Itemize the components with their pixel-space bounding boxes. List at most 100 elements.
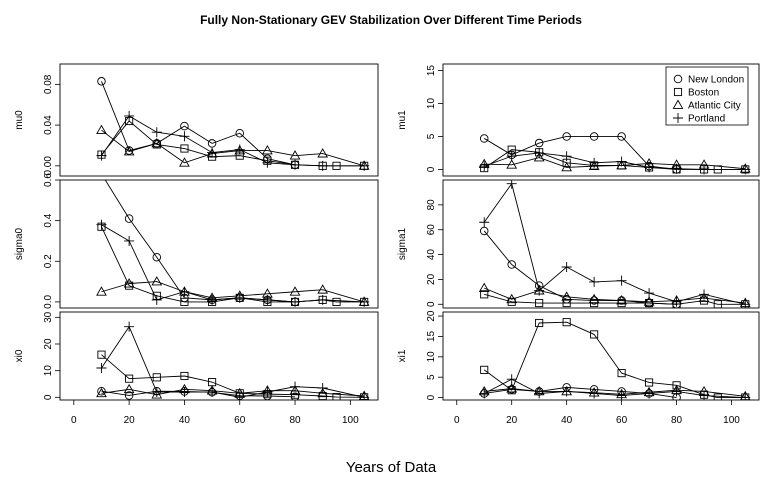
y-tick-label: 0 <box>426 301 437 307</box>
series-line-boston <box>101 120 365 167</box>
data-point-portland <box>262 157 273 168</box>
x-tick-label: 80 <box>671 415 683 426</box>
data-point-portland <box>96 150 107 161</box>
series-line-atlantic-city <box>101 129 365 167</box>
data-point-new-london <box>207 139 217 148</box>
data-point-portland <box>317 383 328 393</box>
data-point-new-london <box>98 170 106 178</box>
data-point-atlantic-city <box>643 296 655 306</box>
data-point-portland <box>290 381 301 392</box>
data-point-portland <box>234 144 245 155</box>
data-point-boston <box>562 318 571 327</box>
y-tick-label: 20 <box>426 273 437 285</box>
y-tick-label: 0 <box>426 166 437 172</box>
data-point-new-london <box>534 138 544 148</box>
data-point-portland <box>479 161 490 172</box>
series-line-portland <box>484 152 746 170</box>
data-point-atlantic-city <box>262 145 273 155</box>
data-point-portland <box>359 160 370 171</box>
data-point-portland <box>506 180 517 189</box>
y-tick-label: 40 <box>426 249 437 261</box>
series-group <box>96 321 370 400</box>
data-point-portland <box>506 151 517 162</box>
data-point-boston <box>713 300 722 308</box>
series-line-new-london <box>483 136 677 170</box>
x-tick-label: 20 <box>124 415 136 426</box>
y-tick-label: 10 <box>426 98 437 110</box>
y-tick-label: 0 <box>43 394 54 400</box>
data-point-boston <box>332 393 341 400</box>
data-point-new-london <box>235 128 244 138</box>
data-point-portland <box>479 217 490 228</box>
series-group <box>478 132 751 175</box>
data-point-new-london <box>97 77 106 86</box>
data-point-atlantic-city <box>561 161 573 172</box>
data-point-portland <box>207 147 218 158</box>
data-point-portland <box>616 275 627 286</box>
series-line-new-london <box>104 180 296 303</box>
data-point-new-london <box>589 132 599 141</box>
data-point-boston <box>152 373 161 382</box>
legend-symbol-new-london <box>673 74 683 84</box>
data-point-portland <box>317 294 328 305</box>
plot-frame <box>442 179 760 309</box>
plot-frame <box>59 179 379 309</box>
legend-label-portland: Portland <box>688 114 725 125</box>
x-tick-label: 0 <box>71 415 77 426</box>
data-point-portland <box>151 127 162 138</box>
series-line-boston <box>483 321 746 399</box>
x-tick-label: 100 <box>723 415 740 426</box>
data-point-atlantic-city <box>96 124 107 135</box>
y-tick-label: 0.4 <box>43 213 54 227</box>
series-group <box>478 180 751 308</box>
y-axis-label: mu1 <box>397 110 408 130</box>
series-group <box>96 77 370 171</box>
data-point-atlantic-city <box>533 152 545 162</box>
data-point-boston <box>180 297 189 306</box>
data-point-boston <box>617 369 626 378</box>
data-point-new-london <box>152 252 162 262</box>
data-point-atlantic-city <box>123 146 135 156</box>
legend-symbol-boston <box>673 87 683 97</box>
data-point-portland <box>262 387 273 397</box>
legend-label-boston: Boston <box>688 88 719 99</box>
series-line-atlantic-city <box>101 281 365 303</box>
panel-sigma0: 0.0 0.2 0.4 0.6 sigma0 <box>14 170 379 309</box>
chart-title: Fully Non-Stationary GEV Stabilization O… <box>200 13 582 27</box>
data-point-portland <box>671 163 682 174</box>
data-point-portland <box>561 151 572 162</box>
y-tick-label: 0.2 <box>43 254 54 268</box>
data-point-portland <box>589 157 600 168</box>
series-line-portland <box>483 182 746 305</box>
series-line-atlantic-city <box>484 157 746 170</box>
x-tick-label: 60 <box>616 415 628 426</box>
data-point-atlantic-city <box>616 295 627 305</box>
data-point-portland <box>506 374 517 385</box>
data-point-portland <box>699 289 710 300</box>
plot-frame <box>59 311 379 401</box>
data-point-boston <box>97 350 106 359</box>
data-point-portland <box>151 387 162 397</box>
data-point-portland <box>740 164 751 175</box>
data-point-portland <box>359 392 370 400</box>
data-point-atlantic-city <box>289 286 301 296</box>
data-point-atlantic-city <box>123 383 135 394</box>
data-point-atlantic-city <box>317 387 329 398</box>
data-point-portland <box>96 363 107 373</box>
data-point-atlantic-city <box>506 159 518 169</box>
data-point-atlantic-city <box>698 292 710 302</box>
data-point-portland <box>124 235 135 246</box>
data-point-portland <box>179 387 190 397</box>
data-point-boston <box>713 393 722 400</box>
data-point-portland <box>699 164 710 175</box>
data-point-portland <box>124 110 135 121</box>
y-tick-label: 10 <box>43 365 54 377</box>
panels: 0.00 0.04 0.08 mu0 0 5 10 15 mu1 0.0 0.2 0.4 0.6 sigm… <box>14 63 760 426</box>
data-point-boston <box>125 374 134 383</box>
y-axis-label: xi1 <box>397 349 408 362</box>
data-point-atlantic-city <box>289 150 301 160</box>
data-point-atlantic-city <box>317 284 329 294</box>
x-tick-label: 0 <box>454 415 460 426</box>
panel-xi0: 0 10 20 30 xi0 0 20 40 60 80 100 <box>14 311 379 426</box>
data-point-portland <box>207 294 218 305</box>
